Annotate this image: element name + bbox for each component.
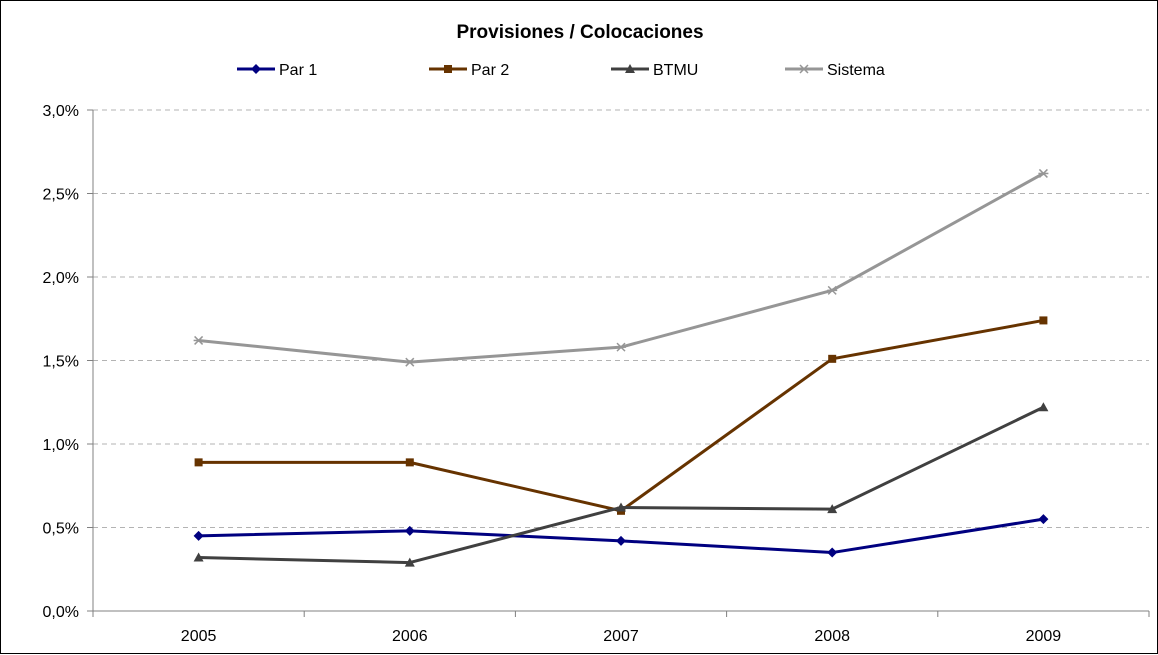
x-tick-label: 2007 [603,628,639,645]
legend-marker [799,64,809,74]
legend-label: Par 2 [471,62,509,79]
data-point [405,458,414,467]
data-point [1039,316,1048,325]
data-point [1038,168,1049,178]
legend-marker [251,64,261,74]
y-tick-label: 3,0% [43,103,79,120]
data-point [193,552,204,562]
data-point [828,354,837,363]
y-tick-label: 2,5% [43,187,79,204]
data-point [404,557,415,567]
legend-label: Sistema [827,62,885,79]
y-tick-label: 0,0% [43,604,79,621]
series-line [198,517,1044,555]
series-btmu [193,402,1049,567]
y-tick-label: 1,0% [43,437,79,454]
data-point [616,502,626,512]
x-axis-tick-labels: 2005 2006 2007 2008 2009 [181,628,1061,645]
legend-item: Par 2 [429,62,509,79]
data-point [194,458,203,467]
series-par-1 [193,514,1049,558]
series-line [198,172,1045,364]
legend-marker [625,64,635,73]
data-point [193,530,204,541]
x-tick-label: 2006 [392,628,428,645]
data-point [827,547,838,558]
legend-marker [444,65,452,73]
y-tick-label: 0,5% [43,521,79,538]
axes [87,109,1150,617]
chart-title: Provisiones / Colocaciones [456,22,703,43]
data-point [827,285,838,295]
data-point [616,342,626,352]
x-tick-label: 2009 [1026,628,1062,645]
series-sistema [193,168,1049,367]
grid-lines [93,109,1149,528]
data-point [827,504,838,514]
data-point [193,335,204,345]
data-point [1038,402,1049,412]
series-layer [193,168,1049,567]
legend-label: Par 1 [279,62,317,79]
legend-label: BTMU [653,62,698,79]
data-point [404,525,415,536]
legend-item: Sistema [785,62,885,79]
data-point [404,357,415,367]
y-tick-label: 1,5% [43,354,79,371]
legend-item: Par 1 [237,62,317,79]
x-tick-label: 2008 [814,628,850,645]
series-line [198,318,1044,513]
legend: Par 1 Par 2 BTMU Sistema [237,62,885,79]
y-axis-tick-labels: 0,0% 0,5% 1,0% 1,5% 2,0% 2,5% 3,0% [43,103,79,621]
data-point [1038,514,1049,525]
x-tick-label: 2005 [181,628,217,645]
data-point [616,535,626,546]
legend-item: BTMU [611,62,698,79]
y-tick-label: 2,0% [43,270,79,287]
